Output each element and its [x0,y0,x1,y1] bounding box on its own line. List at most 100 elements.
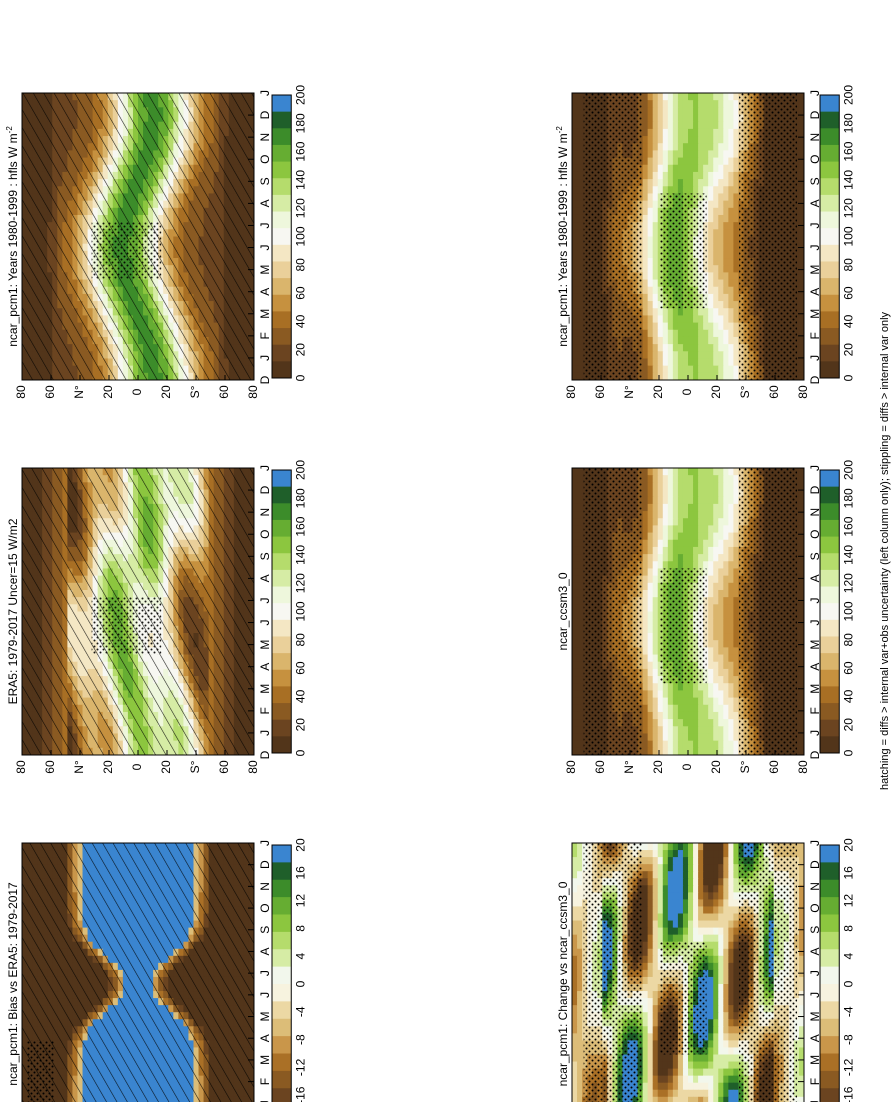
colorbar-swatch [272,636,291,653]
colorbar-swatch [272,328,291,345]
month-tick-label: O [258,530,272,539]
month-tick-label: A [258,288,272,296]
colorbar-tick-label: 40 [293,689,307,703]
lat-tick-label: 60 [217,760,231,774]
colorbar-swatch [272,212,291,229]
month-tick-label: J [258,90,272,96]
colorbar-tick-label: 40 [293,314,307,328]
month-tick-label: S [258,177,272,185]
colorbar-swatch [272,620,291,637]
colorbar-swatch [272,261,291,278]
colorbar-tick-label: 100 [293,601,307,621]
colorbar-tick-label: 200 [293,460,307,480]
lat-tick-label: N° [72,385,86,399]
colorbar-tick-label: 20 [293,343,307,357]
colorbar-swatch [272,311,291,328]
colorbar-tick-label: 200 [293,85,307,105]
heatmap-cells [22,468,255,756]
month-tick-label: D [258,485,272,494]
month-tick-label: J [258,465,272,471]
heatmap-cells [22,843,255,1102]
colorbar-swatch [272,162,291,179]
month-tick-label: M [258,684,272,694]
colorbar-swatch [272,112,291,129]
lat-tick-label: 60 [43,385,57,399]
lat-tick-label: S° [188,385,202,398]
lat-tick-label: 20 [159,760,173,774]
month-tick-label: F [258,332,272,339]
colorbar-swatch [272,361,291,378]
month-tick-label: D [258,750,272,759]
colorbar-tick-label: 80 [293,633,307,647]
colorbar-tick-label: 120 [293,573,307,593]
colorbar-swatch [272,345,291,362]
month-tick-label: D [258,375,272,384]
colorbar-swatch [272,487,291,504]
lat-tick-label: 20 [159,385,173,399]
colorbar-swatch [272,603,291,620]
colorbar-tick-label: 120 [293,198,307,218]
lat-tick-label: 80 [14,760,28,774]
heatmap-cells [22,93,255,381]
month-tick-label: A [258,663,272,671]
colorbar-tick-label: 80 [293,258,307,272]
colorbar-swatch [272,145,291,162]
colorbar-tick-label: 60 [293,286,307,300]
month-tick-label: N [258,508,272,517]
month-tick-label: M [258,640,272,650]
colorbar-swatch [272,736,291,753]
colorbar-tick-label: 100 [293,226,307,246]
stippling [92,222,162,279]
colorbar-swatch [272,195,291,212]
colorbar-swatch [272,245,291,262]
month-tick-label: O [258,155,272,164]
lat-tick-label: 0 [130,763,144,770]
colorbar-swatch [272,703,291,720]
month-tick-label: S [258,552,272,560]
colorbar-swatch [272,95,291,112]
colorbar-swatch [272,670,291,687]
colorbar-swatch [272,653,291,670]
panel-3: DJFMAMJJASONDJ8060N°20020S°6080ncar_pcm1… [6,838,307,1102]
colorbar-swatch [272,178,291,195]
panel-title: ERA5: 1979-2017 Uncer=15 W/m2 [6,518,20,704]
lat-tick-label: 20 [101,760,115,774]
month-tick-label: J [258,597,272,603]
colorbar-swatch [272,686,291,703]
colorbar-swatch [272,470,291,487]
panel-title: ncar_pcm1: Years 1980-1999 : hfls W m-2 [5,126,21,347]
month-tick-label: J [258,620,272,626]
month-tick-label: M [258,309,272,319]
colorbar-swatch [272,587,291,604]
colorbar-swatch [272,570,291,587]
colorbar-swatch [272,278,291,295]
colorbar-tick-label: 0 [293,749,307,756]
lat-tick-label: N° [72,760,86,774]
lat-tick-label: 0 [130,388,144,395]
colorbar-swatch [272,553,291,570]
month-tick-label: N [258,133,272,142]
month-tick-label: J [258,245,272,251]
colorbar-swatch [272,295,291,312]
colorbar-tick-label: 160 [293,141,307,161]
colorbar-tick-label: 140 [293,545,307,565]
colorbar-tick-label: 180 [293,113,307,133]
colorbar-swatch [272,537,291,554]
month-tick-label: J [258,222,272,228]
colorbar-swatch [272,520,291,537]
month-tick-label: J [258,730,272,736]
colorbar-tick-label: 20 [293,718,307,732]
month-tick-label: D [258,110,272,119]
lat-tick-label: S° [188,760,202,773]
month-tick-label: J [258,355,272,361]
lat-tick-label: 20 [101,385,115,399]
colorbar-tick-label: 160 [293,516,307,536]
month-tick-label: M [258,265,272,275]
colorbar-tick-label: 0 [293,374,307,381]
